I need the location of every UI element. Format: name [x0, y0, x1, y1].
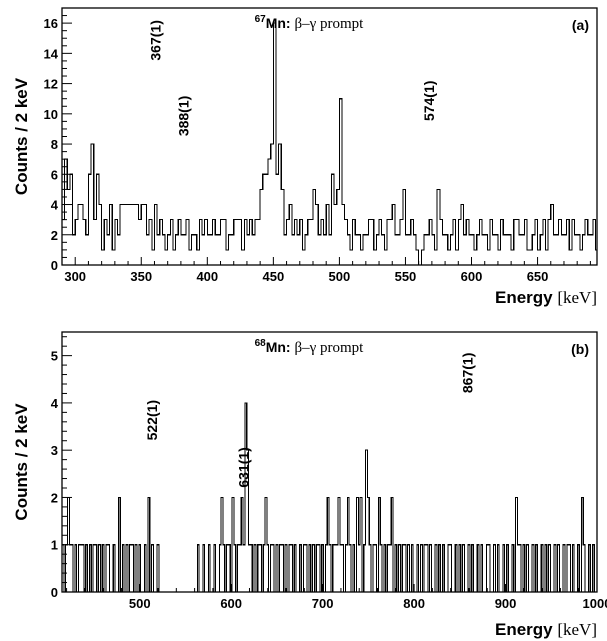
- panel-letter: (b): [571, 341, 589, 357]
- x-tick-label: 500: [129, 596, 151, 611]
- y-tick-label: 2: [51, 490, 58, 505]
- peak-label: 867(1): [459, 353, 475, 393]
- y-tick-label: 5: [51, 349, 58, 364]
- y-tick-label: 0: [51, 258, 58, 273]
- y-tick-label: 8: [51, 137, 58, 152]
- y-axis-title: Counts / 2 keV: [12, 77, 31, 195]
- x-axis-label: Energy: [495, 620, 557, 639]
- y-tick-label: 3: [51, 443, 58, 458]
- x-tick-label: 600: [461, 269, 483, 284]
- x-axis-label: Energy: [495, 288, 557, 307]
- x-tick-label: 500: [329, 269, 351, 284]
- x-tick-label: 600: [220, 596, 242, 611]
- peak-label: 522(1): [144, 400, 160, 440]
- x-tick-label: 550: [395, 269, 417, 284]
- y-tick-label: 4: [51, 198, 59, 213]
- x-tick-label: 400: [196, 269, 218, 284]
- panel-title-reaction: β–γ prompt: [294, 16, 364, 32]
- y-axis-title: Counts / 2 keV: [12, 403, 31, 521]
- panel-title-reaction: β–γ prompt: [294, 340, 364, 356]
- y-tick-label: 14: [44, 46, 59, 61]
- y-tick-label: 12: [44, 77, 58, 92]
- y-tick-label: 4: [51, 396, 59, 411]
- peak-label: 388(1): [175, 96, 191, 136]
- plot-frame: [61, 7, 598, 266]
- panel-a: 300 350 400 450 500 550 600 650 0 2 4 6 8 10 12 14 16 Cou…: [12, 7, 598, 307]
- plot-frame: [61, 331, 598, 593]
- x-tick-label: 450: [263, 269, 285, 284]
- panel-title: 67Mn: β–γ prompt: [255, 14, 365, 32]
- y-tick-label: 0: [51, 585, 58, 600]
- panel-title: 68Mn: β–γ prompt: [255, 338, 365, 356]
- panel-title-element: Mn:: [266, 339, 295, 355]
- x-tick-label: 800: [403, 596, 425, 611]
- y-tick-label: 10: [44, 107, 58, 122]
- x-tick-label: 700: [312, 596, 334, 611]
- x-tick-label: 900: [495, 596, 517, 611]
- histogram-series: [61, 22, 597, 266]
- y-tick-label: 2: [51, 228, 58, 243]
- x-tick-label: 300: [64, 269, 86, 284]
- x-tick-label: 350: [130, 269, 152, 284]
- peak-label: 367(1): [148, 20, 164, 60]
- x-axis-title: Energy [keV]: [495, 620, 597, 639]
- y-tick-label: 6: [51, 167, 58, 182]
- x-axis-title: Energy [keV]: [495, 288, 597, 307]
- x-axis-unit: [keV]: [557, 288, 597, 307]
- histogram-series: [61, 402, 597, 593]
- panel-title-mass: 68: [255, 338, 267, 349]
- y-tick-label: 16: [44, 16, 58, 31]
- panel-letter: (a): [572, 17, 589, 33]
- y-tick-label: 1: [51, 538, 58, 553]
- x-axis-unit: [keV]: [557, 620, 597, 639]
- panel-title-element: Mn:: [266, 15, 295, 31]
- peak-label: 631(1): [235, 447, 251, 487]
- x-tick-label: 650: [527, 269, 549, 284]
- panel-title-mass: 67: [255, 14, 267, 25]
- peak-label: 574(1): [421, 81, 437, 121]
